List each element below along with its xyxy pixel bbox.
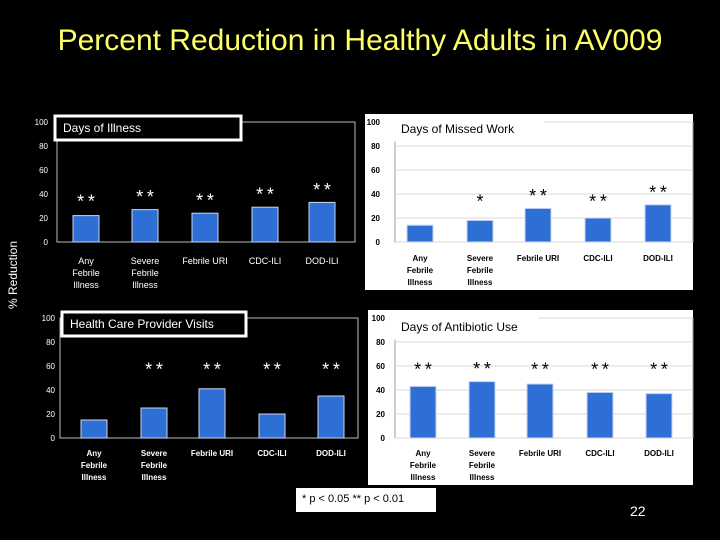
days-of-missed-work-bar-any-febrile-illness — [406, 224, 434, 243]
health-care-provider-visits-category-label: CDC-ILI — [257, 449, 286, 458]
significance-legend: * p < 0.05 ** p < 0.01 — [296, 488, 436, 512]
health-care-provider-visits-bar-cdc-ili — [258, 413, 286, 439]
health-care-provider-visits-category-label: DOD-ILI — [316, 449, 346, 458]
days-of-antibiotic-use-title-box — [391, 314, 539, 340]
days-of-illness-ytick-label: 40 — [39, 190, 48, 199]
health-care-provider-visits-ytick-label: 0 — [51, 434, 56, 443]
health-care-provider-visits-ytick-label: 100 — [42, 314, 56, 323]
health-care-provider-visits-significance-mark: ** — [201, 362, 223, 382]
days-of-illness-bar-febrile-uri — [191, 212, 219, 243]
days-of-antibiotic-use-bar-febrile-uri — [526, 383, 554, 439]
days-of-illness-bar-severe-febrile-illness — [131, 209, 159, 243]
days-of-antibiotic-use-ytick-label: 40 — [376, 386, 385, 395]
days-of-missed-work-category-label: Febrile URI — [517, 254, 559, 263]
days-of-missed-work-ytick-label: 100 — [367, 118, 381, 127]
days-of-antibiotic-use-chart-title: Days of Antibiotic Use — [401, 320, 518, 334]
days-of-illness-category-label: Severe Febrile Illness — [131, 256, 160, 290]
days-of-illness-bar-any-febrile-illness — [72, 215, 100, 243]
days-of-illness-title-box — [53, 114, 243, 142]
days-of-antibiotic-use-ytick-label: 20 — [376, 410, 385, 419]
days-of-missed-work-bar-febrile-uri — [524, 207, 552, 243]
days-of-missed-work-significance-mark: ** — [527, 188, 549, 208]
days-of-missed-work-category-label: DOD-ILI — [643, 254, 673, 263]
days-of-illness-category-label: Any Febrile Illness — [72, 256, 100, 290]
health-care-provider-visits-ytick-label: 80 — [46, 338, 55, 347]
days-of-illness-significance-mark: ** — [311, 182, 333, 202]
days-of-antibiotic-use-ytick-label: 100 — [372, 314, 386, 323]
health-care-provider-visits-ytick-label: 20 — [46, 410, 55, 419]
health-care-provider-visits-category-label: Severe Febrile Illness — [141, 449, 168, 482]
days-of-antibiotic-use-significance-mark: ** — [529, 362, 551, 382]
days-of-missed-work-significance-mark: ** — [647, 185, 669, 205]
health-care-provider-visits-title-box — [60, 310, 248, 338]
health-care-provider-visits-bar-severe-febrile-illness — [140, 407, 168, 439]
days-of-illness-significance-mark: ** — [254, 187, 276, 207]
days-of-missed-work-bar-severe-febrile-illness — [466, 219, 494, 243]
days-of-antibiotic-use-ytick-label: 60 — [376, 362, 385, 371]
health-care-provider-visits-category-label: Febrile URI — [191, 449, 233, 458]
health-care-provider-visits-bar-febrile-uri — [198, 388, 226, 439]
days-of-antibiotic-use-bar-dod-ili — [645, 393, 673, 439]
days-of-illness-bar-cdc-ili — [251, 206, 279, 243]
days-of-antibiotic-use-category-label: DOD-ILI — [644, 449, 674, 458]
days-of-missed-work-category-label: Severe Febrile Illness — [467, 254, 494, 287]
days-of-missed-work-bar-dod-ili — [644, 204, 672, 243]
days-of-antibiotic-use-significance-mark: ** — [589, 362, 611, 382]
days-of-missed-work-ytick-label: 0 — [376, 238, 381, 247]
days-of-antibiotic-use-category-label: Severe Febrile Illness — [469, 449, 496, 482]
days-of-missed-work-ytick-label: 60 — [371, 166, 380, 175]
days-of-missed-work-ytick-label: 20 — [371, 214, 380, 223]
days-of-illness-significance-mark: ** — [134, 190, 156, 210]
days-of-illness-ytick-label: 60 — [39, 166, 48, 175]
days-of-missed-work-category-label: Any Febrile Illness — [407, 254, 434, 287]
days-of-antibiotic-use-bar-severe-febrile-illness — [468, 381, 496, 439]
health-care-provider-visits-significance-mark: ** — [261, 362, 283, 382]
health-care-provider-visits-category-label: Any Febrile Illness — [81, 449, 108, 482]
days-of-missed-work-title-box — [391, 116, 545, 142]
days-of-illness-ytick-label: 0 — [44, 238, 49, 247]
days-of-antibiotic-use-significance-mark: ** — [648, 362, 670, 382]
health-care-provider-visits-bar-dod-ili — [317, 395, 345, 439]
days-of-antibiotic-use-category-label: Febrile URI — [519, 449, 561, 458]
days-of-illness-significance-mark: ** — [194, 193, 216, 213]
days-of-missed-work-ytick-label: 40 — [371, 190, 380, 199]
days-of-antibiotic-use-significance-mark: ** — [412, 362, 434, 382]
days-of-missed-work-category-label: CDC-ILI — [583, 254, 612, 263]
health-care-provider-visits-chart-title: Health Care Provider Visits — [70, 317, 214, 331]
days-of-illness-ytick-label: 100 — [35, 118, 49, 127]
days-of-illness-ytick-label: 20 — [39, 214, 48, 223]
days-of-antibiotic-use-ytick-label: 0 — [381, 434, 386, 443]
days-of-illness-category-label: Febrile URI — [182, 256, 228, 266]
days-of-illness-chart-title: Days of Illness — [63, 121, 141, 135]
page-number: 22 — [630, 503, 646, 519]
days-of-missed-work-significance-mark: ** — [587, 194, 609, 214]
health-care-provider-visits-bar-any-febrile-illness — [80, 419, 108, 439]
health-care-provider-visits-ytick-label: 60 — [46, 362, 55, 371]
days-of-missed-work-bar-cdc-ili — [584, 217, 612, 243]
health-care-provider-visits-significance-mark: ** — [320, 362, 342, 382]
days-of-antibiotic-use-significance-mark: ** — [471, 362, 493, 382]
days-of-missed-work-chart-title: Days of Missed Work — [401, 122, 515, 136]
health-care-provider-visits-ytick-label: 40 — [46, 386, 55, 395]
days-of-illness-significance-mark: ** — [75, 194, 97, 214]
days-of-missed-work-significance-mark: * — [475, 194, 486, 214]
health-care-provider-visits-significance-mark: ** — [143, 362, 165, 382]
days-of-illness-ytick-label: 80 — [39, 142, 48, 151]
days-of-illness-category-label: DOD-ILI — [305, 256, 338, 266]
days-of-antibiotic-use-category-label: Any Febrile Illness — [410, 449, 437, 482]
days-of-illness-category-label: CDC-ILI — [249, 256, 282, 266]
days-of-missed-work-ytick-label: 80 — [371, 142, 380, 151]
days-of-antibiotic-use-category-label: CDC-ILI — [585, 449, 614, 458]
days-of-antibiotic-use-bar-any-febrile-illness — [409, 385, 437, 439]
slide-title: Percent Reduction in Healthy Adults in A… — [57, 24, 663, 57]
days-of-antibiotic-use-ytick-label: 80 — [376, 338, 385, 347]
days-of-illness-bar-dod-ili — [308, 201, 336, 243]
days-of-antibiotic-use-bar-cdc-ili — [586, 391, 614, 439]
